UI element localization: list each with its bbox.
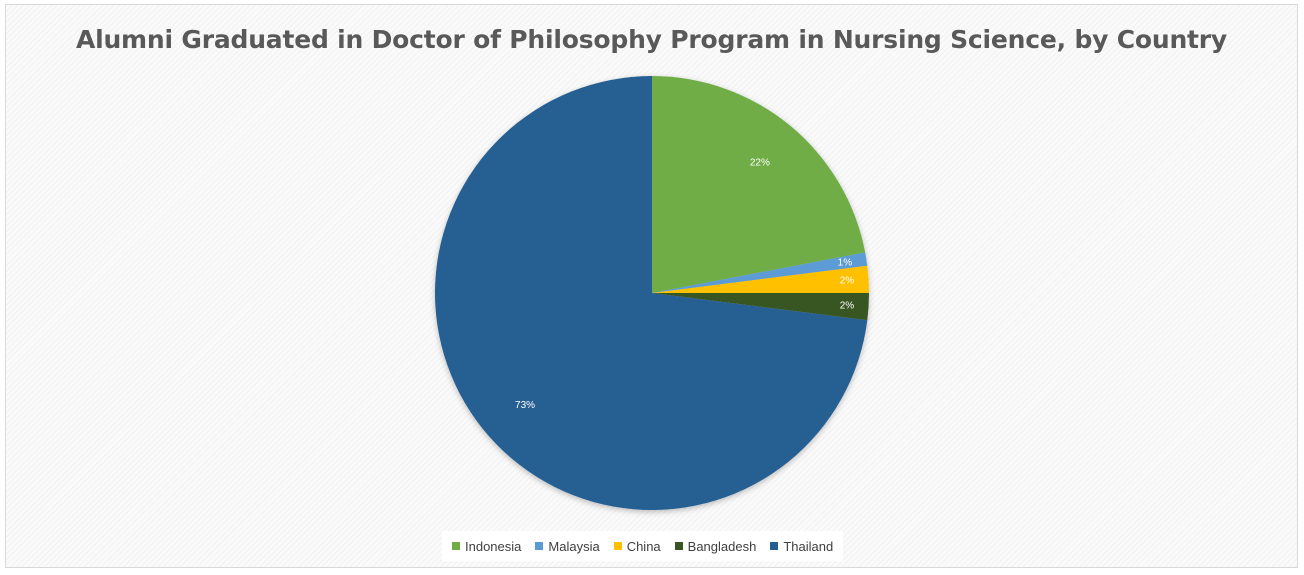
- legend-item-china: China: [613, 538, 661, 554]
- slice-label-bangladesh: 2%: [840, 300, 855, 311]
- slice-label-thailand: 73%: [515, 400, 535, 411]
- legend-item-thailand: Thailand: [770, 539, 833, 554]
- legend-label: Malaysia: [548, 538, 600, 554]
- pie-slice-malaysia: [652, 252, 868, 293]
- legend-label: Thailand: [783, 538, 834, 554]
- chart-title: Alumni Graduated in Doctor of Philosophy…: [75, 25, 1228, 54]
- legend-label: China: [626, 538, 661, 554]
- legend-swatch: [674, 542, 683, 550]
- legend-swatch: [452, 542, 460, 550]
- slice-label-malaysia: 1%: [838, 257, 853, 268]
- pie-slice-bangladesh: [652, 293, 869, 321]
- pie-slice-china: [652, 265, 869, 293]
- pie-slice-thailand: [434, 76, 868, 510]
- slice-label-indonesia: 22%: [750, 158, 770, 169]
- legend-item-indonesia: Indonesia: [452, 539, 521, 554]
- legend: Indonesia Malaysia China Bangladesh Thailand: [442, 531, 844, 561]
- legend-swatch: [770, 542, 779, 550]
- pie-slice-indonesia: [652, 76, 866, 293]
- pie-chart: 22% 1% 2% 2% 73%: [434, 76, 869, 510]
- legend-label: Bangladesh: [687, 538, 757, 554]
- legend-item-malaysia: Malaysia: [535, 538, 600, 554]
- slice-label-china: 2%: [840, 276, 855, 287]
- legend-label: Indonesia: [465, 538, 522, 554]
- legend-swatch: [613, 542, 622, 550]
- legend-swatch: [535, 542, 544, 550]
- legend-item-bangladesh: Bangladesh: [674, 538, 757, 554]
- chart-frame: Alumni Graduated in Doctor of Philosophy…: [5, 4, 1298, 568]
